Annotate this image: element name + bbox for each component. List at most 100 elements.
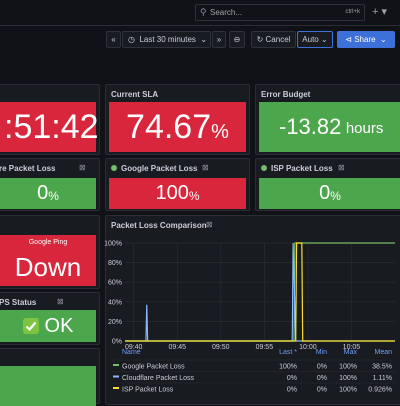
legend-name: Cloudflare Packet Loss xyxy=(122,375,194,382)
stat-value: 0 xyxy=(319,182,331,204)
legend-name: ISP Packet Loss xyxy=(122,387,174,394)
search-box[interactable]: ⚲ Search... ctrl+k xyxy=(195,4,365,21)
stat-box: 74.67% xyxy=(109,102,246,152)
panel-title: Packet Loss Comparison xyxy=(111,221,207,230)
legend-cell: 1.11% xyxy=(373,375,392,382)
legend-cell: 0% xyxy=(317,364,327,371)
legend-cell: 0% xyxy=(287,375,297,382)
panel: Current SLA 74.67% xyxy=(105,84,250,155)
y-tick-label: 40% xyxy=(108,299,122,306)
zoom-out[interactable]: ⊖ xyxy=(229,31,245,48)
stat-unit: hours xyxy=(345,120,384,137)
x-tick-label: 10:05 xyxy=(343,344,361,351)
stat-value: Down xyxy=(14,252,82,282)
refresh-picker[interactable]: Auto ⌄ xyxy=(297,31,333,48)
stat-unit: % xyxy=(211,120,229,143)
stat-label: Google Ping xyxy=(28,239,68,246)
panel: PS Status ⊠ OK xyxy=(0,292,100,345)
legend-cell: 100% xyxy=(339,375,357,382)
x-tick-label: 09:40 xyxy=(125,344,143,351)
legend-cell: 0% xyxy=(317,387,327,394)
search-icon: ⚲ xyxy=(200,7,207,17)
x-tick-label: 09:50 xyxy=(212,344,230,351)
cancel-button[interactable]: ↻ Cancel xyxy=(251,31,296,48)
panel-icon: ⊠ xyxy=(57,297,64,306)
panel: re Packet Loss ⊠ 0% xyxy=(0,158,100,211)
panel: :51:42 xyxy=(0,84,100,155)
panel-title-wrap: ISP Packet Loss xyxy=(261,164,333,173)
series-line xyxy=(125,242,395,342)
stat-value: :51:42 xyxy=(0,102,99,152)
stat-box: 0% xyxy=(0,178,96,209)
panel-title: Error Budget xyxy=(261,90,311,99)
stat-value: 0 xyxy=(37,182,49,204)
legend-cell: 100% xyxy=(339,387,357,394)
zoom-forward[interactable]: » xyxy=(212,31,226,48)
panel: Error Budget -13.82 hours xyxy=(255,84,400,155)
stat-box xyxy=(0,366,96,406)
stat-box: Google Ping Down xyxy=(0,235,96,286)
stat-box: 100% xyxy=(109,178,246,209)
y-tick-label: 100% xyxy=(104,241,122,248)
legend-cell: 100% xyxy=(279,364,297,371)
panel-icon: ⊠ xyxy=(338,163,345,172)
panel-title-wrap: Google Packet Loss xyxy=(111,164,197,173)
panel-title: PS Status xyxy=(0,298,37,307)
search-placeholder: Search... xyxy=(210,8,243,17)
time-range: Last 30 minutes xyxy=(139,35,196,44)
panel-icon: ⊠ xyxy=(79,163,86,172)
legend-name: Google Packet Loss xyxy=(122,364,185,371)
y-tick-label: 80% xyxy=(108,260,122,267)
cancel-label: Cancel xyxy=(265,35,291,44)
stat-value: 74.67 xyxy=(126,107,212,146)
stat-box: -13.82 hours xyxy=(259,102,400,152)
refresh-label: Auto xyxy=(302,35,319,44)
stat-value: 100 xyxy=(155,182,189,204)
stat-unit: % xyxy=(330,189,341,203)
legend-header: Max xyxy=(344,349,358,356)
legend-header: Mean xyxy=(374,349,392,356)
y-tick-label: 20% xyxy=(108,319,122,326)
top-bar xyxy=(0,0,400,26)
series-line xyxy=(125,242,395,342)
chart-panel: Packet Loss Comparison ⊠ xyxy=(105,215,400,405)
zoom-back[interactable]: « xyxy=(106,31,121,48)
panel-title: Current SLA xyxy=(111,90,159,99)
panel-icon: ⊠ xyxy=(202,163,209,172)
panel: Google Ping Down xyxy=(0,215,100,289)
status-dot xyxy=(111,165,117,171)
legend-cell: 0.926% xyxy=(368,387,392,394)
legend-swatch xyxy=(113,387,119,389)
check-icon xyxy=(22,318,39,334)
stat-unit: % xyxy=(188,189,200,203)
stat-box: OK xyxy=(0,310,96,342)
legend-cell: 100% xyxy=(339,364,357,371)
x-tick-label: 10:00 xyxy=(299,344,317,351)
legend-header: Last * xyxy=(279,349,297,356)
panel: ISP Packet Loss ⊠ 0% xyxy=(255,158,400,211)
x-tick-label: 09:45 xyxy=(168,344,186,351)
legend-header: Min xyxy=(316,349,327,356)
share-button[interactable]: ⊲ Share ⌄ xyxy=(337,31,395,48)
legend-cell: 0% xyxy=(317,375,327,382)
panel-icon: ⊠ xyxy=(206,220,213,229)
legend-swatch xyxy=(113,364,119,366)
y-tick-label: 60% xyxy=(108,280,122,287)
stat-unit: % xyxy=(48,189,59,203)
legend-cell: 0% xyxy=(287,387,297,394)
stat-value: -13.82 xyxy=(279,114,342,139)
legend-cell: 38.5% xyxy=(372,364,392,371)
legend-header: Name xyxy=(122,349,141,356)
time-picker[interactable]: ◷ Last 30 minutes ⌄ xyxy=(122,31,211,48)
x-tick-label: 09:55 xyxy=(256,344,274,351)
add-button[interactable]: + ▾ xyxy=(372,6,388,18)
legend-swatch xyxy=(113,375,119,378)
stat-value: OK xyxy=(44,314,74,337)
panel-title: Google Packet Loss xyxy=(121,164,198,173)
y-tick-label: 0% xyxy=(112,339,122,346)
panel-title: re Packet Loss xyxy=(0,164,56,173)
share-label: Share xyxy=(354,35,376,44)
series-line xyxy=(125,242,395,342)
